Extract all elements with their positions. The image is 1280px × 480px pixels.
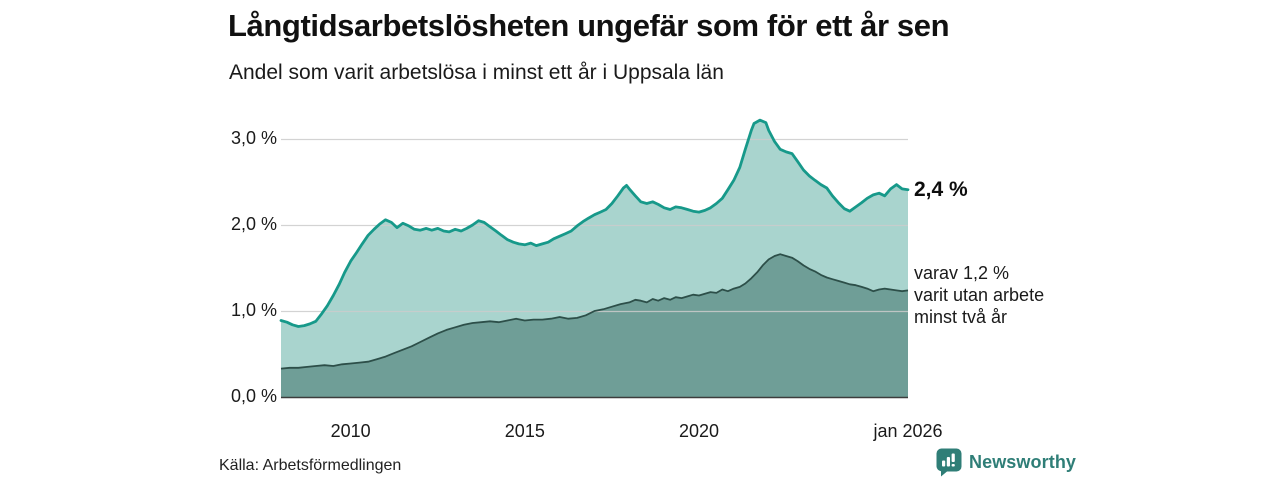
two-year-line — [280, 253, 909, 370]
two-year-series-annotation: varav 1,2 % varit utan arbete minst två … — [914, 262, 1044, 328]
x-axis-label: 2020 — [678, 421, 720, 441]
newsworthy-icon — [936, 448, 962, 477]
annotation-line: varav 1,2 % — [914, 263, 1010, 283]
y-axis-label: 2,0 % — [230, 214, 277, 234]
annotation-line: varit utan arbete — [914, 285, 1045, 305]
x-axis-label: 2015 — [504, 421, 545, 441]
y-axis-label: 3,0 % — [230, 128, 277, 148]
y-axis-label: 1,0 % — [230, 300, 277, 320]
newsworthy-logo: Newsworthy — [936, 448, 1076, 477]
source-credit: Källa: Arbetsförmedlingen — [219, 457, 402, 474]
chart-subtitle: Andel som varit arbetslösa i minst ett å… — [229, 61, 724, 84]
two-year-area-fill — [281, 254, 908, 397]
series-end-value-label: 2,4 % — [914, 178, 968, 201]
y-axis-label: 0,0 % — [230, 386, 277, 406]
page-title: Långtidsarbetslösheten ungefär som för e… — [228, 8, 950, 43]
x-axis-label: jan 2026 — [873, 421, 943, 441]
total-line — [279, 118, 910, 328]
x-axis-label: 2010 — [330, 421, 371, 441]
annotation-line: minst två år — [914, 307, 1008, 327]
brand-name: Newsworthy — [969, 452, 1077, 472]
